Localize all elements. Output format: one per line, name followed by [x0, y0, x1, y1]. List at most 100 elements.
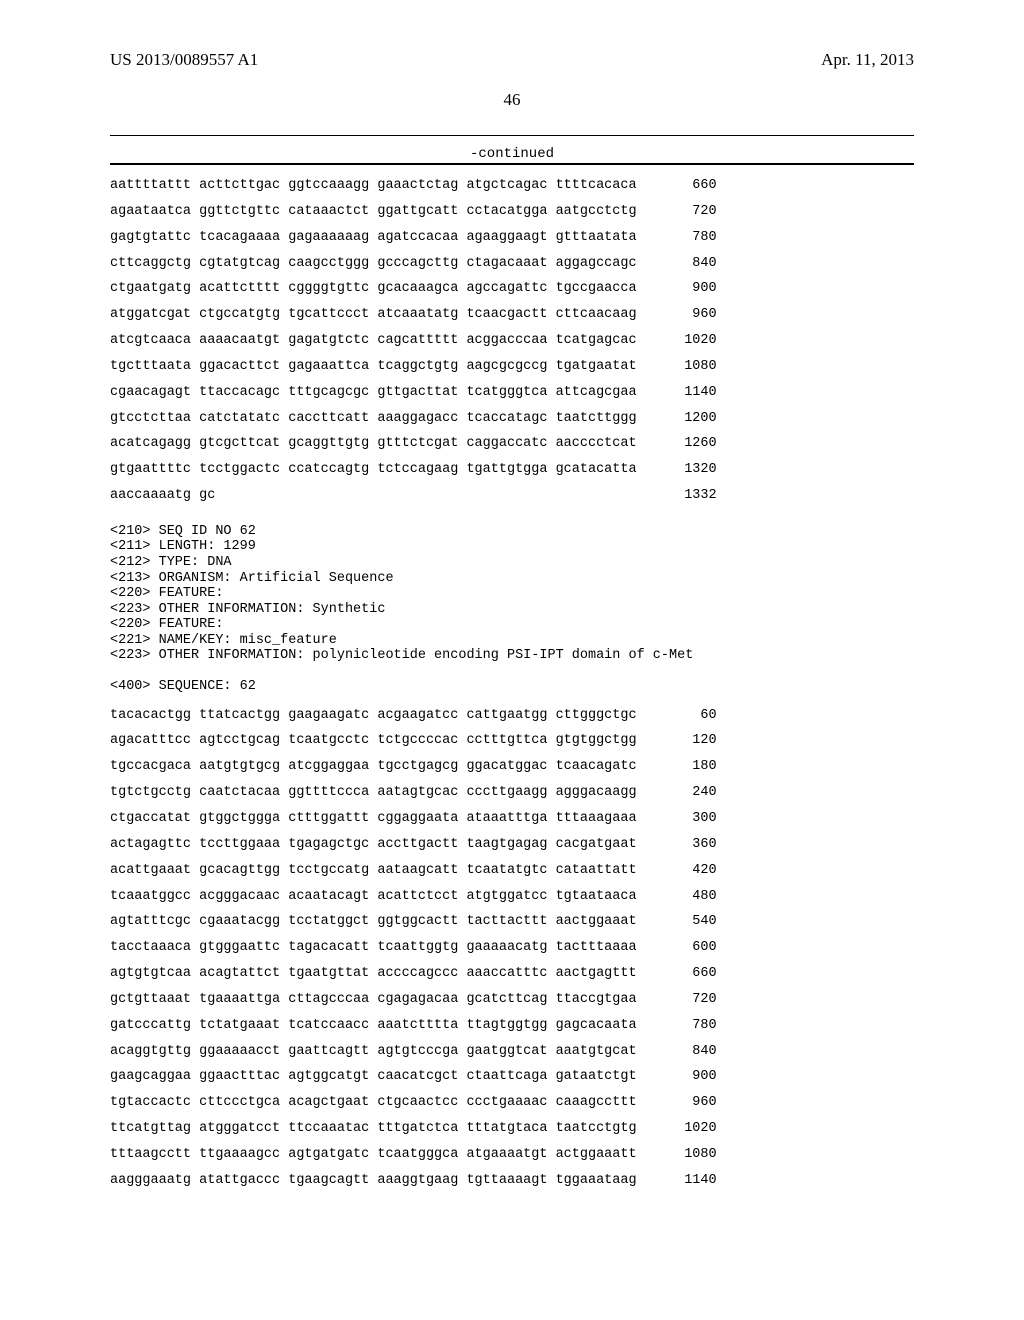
sequence-text: agtatttcgc cgaaatacgg tcctatggct ggtggca…: [110, 915, 637, 930]
continued-label: -continued: [110, 146, 914, 162]
sequence-text: acatcagagg gtcgcttcat gcaggttgtg gtttctc…: [110, 437, 637, 452]
sequence-line: actagagttc tccttggaaa tgagagctgc accttga…: [110, 838, 914, 853]
sequence-text: gaagcaggaa ggaactttac agtggcatgt caacatc…: [110, 1070, 637, 1085]
page-header: US 2013/0089557 A1 Apr. 11, 2013: [110, 50, 914, 70]
sequence-text: agtgtgtcaa acagtattct tgaatgttat accccag…: [110, 967, 637, 982]
sequence-text: gatcccattg tctatgaaat tcatccaacc aaatctt…: [110, 1019, 637, 1034]
sequence-position: 780: [657, 1019, 717, 1034]
sequence-block-2: tacacactgg ttatcactgg gaagaagatc acgaaga…: [110, 709, 914, 1189]
sequence-position: 1320: [657, 463, 717, 478]
sequence-position: 60: [657, 709, 717, 724]
sequence-line: ctgaccatat gtggctggga ctttggattt cggagga…: [110, 812, 914, 827]
page-number: 46: [110, 90, 914, 110]
sequence-position: 1332: [657, 489, 717, 504]
sequence-position: 1140: [657, 1174, 717, 1189]
sequence-position: 540: [657, 915, 717, 930]
sequence-line: agacatttcc agtcctgcag tcaatgcctc tctgccc…: [110, 734, 914, 749]
sequence-position: 1200: [657, 412, 717, 427]
sequence-position: 960: [657, 308, 717, 323]
sequence-line: gagtgtattc tcacagaaaa gagaaaaaag agatcca…: [110, 231, 914, 246]
sequence-text: atcgtcaaca aaaacaatgt gagatgtctc cagcatt…: [110, 334, 637, 349]
sequence-text: gtgaattttc tcctggactc ccatccagtg tctccag…: [110, 463, 637, 478]
sequence-position: 840: [657, 257, 717, 272]
sequence-line: aagggaaatg atattgaccc tgaagcagtt aaaggtg…: [110, 1174, 914, 1189]
sequence-block-1: aattttattt acttcttgac ggtccaaagg gaaactc…: [110, 179, 914, 504]
sequence-text: tacctaaaca gtgggaattc tagacacatt tcaattg…: [110, 941, 637, 956]
sequence-line: acaggtgttg ggaaaaacct gaattcagtt agtgtcc…: [110, 1045, 914, 1060]
sequence-text: ctgaatgatg acattctttt cggggtgttc gcacaaa…: [110, 282, 637, 297]
sequence-text: ctgaccatat gtggctggga ctttggattt cggagga…: [110, 812, 637, 827]
sequence-line: gctgttaaat tgaaaattga cttagcccaa cgagaga…: [110, 993, 914, 1008]
sequence-position: 180: [657, 760, 717, 775]
sequence-position: 720: [657, 205, 717, 220]
sequence-position: 120: [657, 734, 717, 749]
sequence-position: 300: [657, 812, 717, 827]
sequence-position: 900: [657, 282, 717, 297]
sequence-line: acattgaaat gcacagttgg tcctgccatg aataagc…: [110, 864, 914, 879]
sequence-text: aaccaaaatg gc: [110, 489, 637, 504]
sequence-position: 720: [657, 993, 717, 1008]
sequence-position: 480: [657, 890, 717, 905]
sequence-text: acaggtgttg ggaaaaacct gaattcagtt agtgtcc…: [110, 1045, 637, 1060]
sequence-text: tgctttaata ggacacttct gagaaattca tcaggct…: [110, 360, 637, 375]
sequence-text: aagggaaatg atattgaccc tgaagcagtt aaaggtg…: [110, 1174, 637, 1189]
sequence-position: 1080: [657, 1148, 717, 1163]
sequence-line: gaagcaggaa ggaactttac agtggcatgt caacatc…: [110, 1070, 914, 1085]
patent-page: US 2013/0089557 A1 Apr. 11, 2013 46 -con…: [0, 0, 1024, 1250]
sequence-line: aattttattt acttcttgac ggtccaaagg gaaactc…: [110, 179, 914, 194]
sequence-text: ttcatgttag atgggatcct ttccaaatac tttgatc…: [110, 1122, 637, 1137]
sequence-text: tgccacgaca aatgtgtgcg atcggaggaa tgcctga…: [110, 760, 637, 775]
sequence-position: 1140: [657, 386, 717, 401]
sequence-line: acatcagagg gtcgcttcat gcaggttgtg gtttctc…: [110, 437, 914, 452]
sequence-text: tttaagcctt ttgaaaagcc agtgatgatc tcaatgg…: [110, 1148, 637, 1163]
sequence-line: tttaagcctt ttgaaaagcc agtgatgatc tcaatgg…: [110, 1148, 914, 1163]
sequence-position: 1020: [657, 334, 717, 349]
sequence-line: agtgtgtcaa acagtattct tgaatgttat accccag…: [110, 967, 914, 982]
sequence-text: tacacactgg ttatcactgg gaagaagatc acgaaga…: [110, 709, 637, 724]
sequence-position: 420: [657, 864, 717, 879]
sequence-position: 1260: [657, 437, 717, 452]
sequence-line: gtgaattttc tcctggactc ccatccagtg tctccag…: [110, 463, 914, 478]
sequence-line: tgtctgcctg caatctacaa ggttttccca aatagtg…: [110, 786, 914, 801]
sequence-position: 900: [657, 1070, 717, 1085]
sequence-position: 780: [657, 231, 717, 246]
sequence-line: tgccacgaca aatgtgtgcg atcggaggaa tgcctga…: [110, 760, 914, 775]
sequence-position: 960: [657, 1096, 717, 1111]
sequence-line: cgaacagagt ttaccacagc tttgcagcgc gttgact…: [110, 386, 914, 401]
sequence-line: ttcatgttag atgggatcct ttccaaatac tttgatc…: [110, 1122, 914, 1137]
sequence-text: cgaacagagt ttaccacagc tttgcagcgc gttgact…: [110, 386, 637, 401]
sequence-line: atggatcgat ctgccatgtg tgcattccct atcaaat…: [110, 308, 914, 323]
sequence-text: acattgaaat gcacagttgg tcctgccatg aataagc…: [110, 864, 637, 879]
sequence-line: aaccaaaatg gc 1332: [110, 489, 914, 504]
sequence-line: agaataatca ggttctgttc cataaactct ggattgc…: [110, 205, 914, 220]
sequence-text: tgtaccactc cttccctgca acagctgaat ctgcaac…: [110, 1096, 637, 1111]
sequence-line: cttcaggctg cgtatgtcag caagcctggg gcccagc…: [110, 257, 914, 272]
sequence-position: 240: [657, 786, 717, 801]
sequence-metadata: <210> SEQ ID NO 62 <211> LENGTH: 1299 <2…: [110, 524, 914, 695]
sequence-line: agtatttcgc cgaaatacgg tcctatggct ggtggca…: [110, 915, 914, 930]
sequence-text: actagagttc tccttggaaa tgagagctgc accttga…: [110, 838, 637, 853]
sequence-position: 660: [657, 967, 717, 982]
sequence-text: gctgttaaat tgaaaattga cttagcccaa cgagaga…: [110, 993, 637, 1008]
sequence-line: tacacactgg ttatcactgg gaagaagatc acgaaga…: [110, 709, 914, 724]
sequence-position: 660: [657, 179, 717, 194]
top-rule-2: [110, 163, 914, 165]
sequence-line: ctgaatgatg acattctttt cggggtgttc gcacaaa…: [110, 282, 914, 297]
sequence-text: agaataatca ggttctgttc cataaactct ggattgc…: [110, 205, 637, 220]
sequence-line: gtcctcttaa catctatatc caccttcatt aaaggag…: [110, 412, 914, 427]
sequence-text: gtcctcttaa catctatatc caccttcatt aaaggag…: [110, 412, 637, 427]
sequence-line: tgctttaata ggacacttct gagaaattca tcaggct…: [110, 360, 914, 375]
sequence-text: tcaaatggcc acgggacaac acaatacagt acattct…: [110, 890, 637, 905]
sequence-text: tgtctgcctg caatctacaa ggttttccca aatagtg…: [110, 786, 637, 801]
sequence-text: aattttattt acttcttgac ggtccaaagg gaaactc…: [110, 179, 637, 194]
sequence-position: 1020: [657, 1122, 717, 1137]
sequence-position: 360: [657, 838, 717, 853]
publication-date: Apr. 11, 2013: [821, 50, 914, 70]
sequence-position: 1080: [657, 360, 717, 375]
sequence-position: 840: [657, 1045, 717, 1060]
sequence-text: agacatttcc agtcctgcag tcaatgcctc tctgccc…: [110, 734, 637, 749]
sequence-text: gagtgtattc tcacagaaaa gagaaaaaag agatcca…: [110, 231, 637, 246]
sequence-line: tgtaccactc cttccctgca acagctgaat ctgcaac…: [110, 1096, 914, 1111]
top-rule-1: [110, 135, 914, 136]
sequence-position: 600: [657, 941, 717, 956]
